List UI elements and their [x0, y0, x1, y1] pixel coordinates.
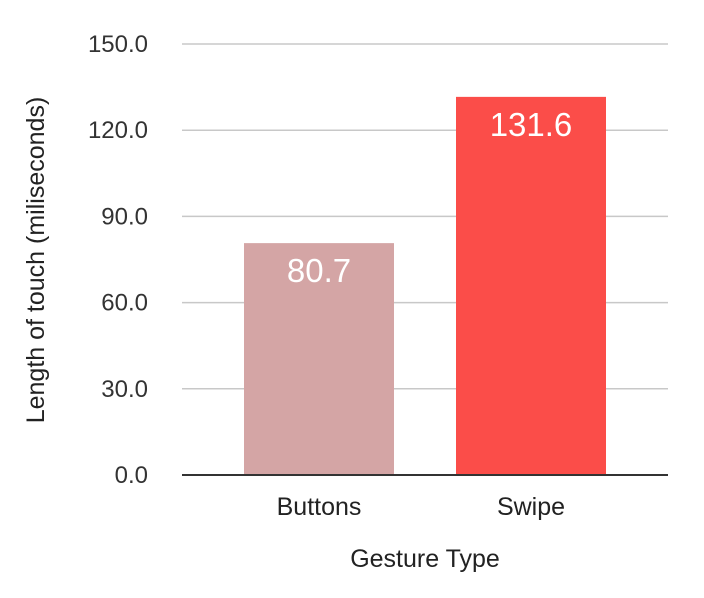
- y-tick-label: 90.0: [101, 203, 148, 230]
- y-axis-title: Length of touch (miliseconds): [22, 97, 50, 424]
- y-tick-label: 150.0: [88, 31, 148, 58]
- bar-swipe: [456, 96, 606, 476]
- y-tick-label: 60.0: [101, 290, 148, 317]
- x-category-labels: Buttons Swipe: [277, 493, 565, 521]
- y-tick-label: 0.0: [115, 462, 148, 489]
- data-label-buttons: 80.7: [287, 252, 351, 289]
- y-tick-label: 120.0: [88, 117, 148, 144]
- data-labels: 80.7 131.6: [287, 106, 572, 289]
- x-category-label: Buttons: [277, 493, 362, 521]
- data-label-swipe: 131.6: [490, 106, 573, 143]
- bar-buttons: [244, 243, 394, 475]
- bars: [244, 96, 606, 476]
- y-tick-label: 30.0: [101, 376, 148, 403]
- x-axis-title: Gesture Type: [350, 545, 500, 573]
- x-category-label: Swipe: [497, 493, 565, 521]
- y-tick-labels: 0.0 30.0 60.0 90.0 120.0 150.0: [88, 31, 148, 489]
